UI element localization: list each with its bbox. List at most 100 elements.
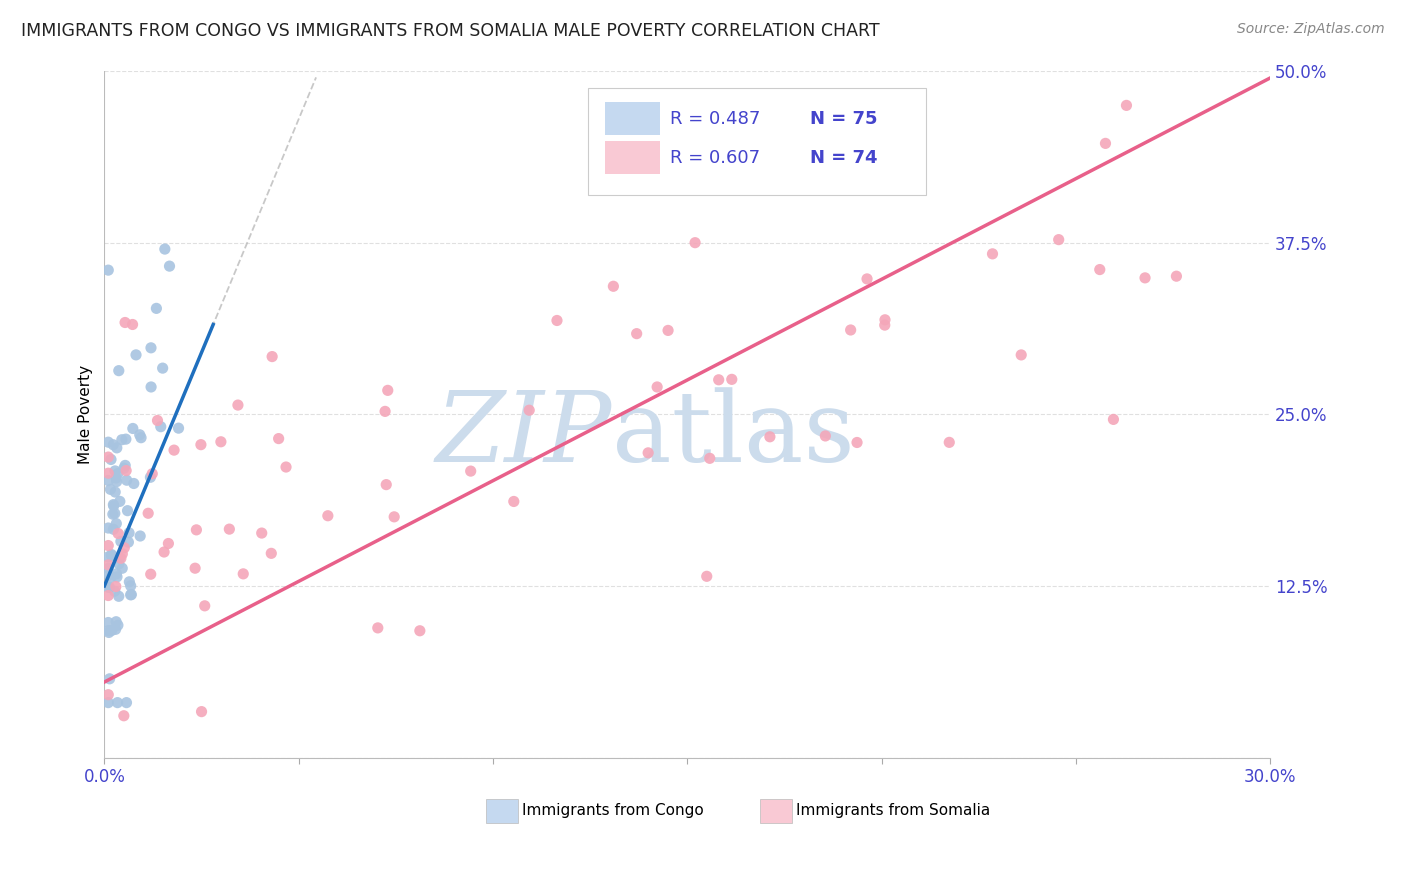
Point: [107, 467, 129, 481]
Text: R = 0.607: R = 0.607: [669, 149, 761, 167]
FancyBboxPatch shape: [605, 141, 661, 174]
Point: [657, 323, 679, 337]
Point: [139, 341, 162, 355]
Point: [112, 461, 135, 475]
Point: [103, 499, 125, 513]
Point: [374, 404, 396, 418]
Point: [262, 350, 284, 364]
Point: [97, 615, 120, 630]
Point: [100, 452, 122, 467]
Point: [367, 621, 389, 635]
Point: [107, 526, 129, 541]
Point: [97, 580, 120, 594]
Point: [209, 434, 232, 449]
Point: [108, 551, 131, 566]
FancyBboxPatch shape: [485, 798, 519, 823]
Point: [1115, 98, 1137, 112]
FancyBboxPatch shape: [759, 798, 792, 823]
Point: [108, 557, 131, 571]
Point: [100, 571, 122, 585]
Point: [759, 430, 782, 444]
Point: [103, 522, 125, 536]
Point: [107, 618, 129, 632]
Text: IMMIGRANTS FROM CONGO VS IMMIGRANTS FROM SOMALIA MALE POVERTY CORRELATION CHART: IMMIGRANTS FROM CONGO VS IMMIGRANTS FROM…: [21, 22, 880, 40]
Point: [110, 534, 132, 549]
Point: [121, 421, 143, 435]
Point: [696, 569, 718, 583]
Text: Immigrants from Somalia: Immigrants from Somalia: [796, 803, 990, 818]
Point: [316, 508, 339, 523]
Point: [152, 361, 174, 376]
Text: N = 74: N = 74: [810, 149, 877, 167]
Point: [194, 599, 217, 613]
Point: [699, 451, 721, 466]
Point: [645, 380, 668, 394]
Y-axis label: Male Poverty: Male Poverty: [79, 365, 93, 464]
Point: [274, 460, 297, 475]
Point: [460, 464, 482, 478]
Point: [98, 568, 121, 582]
Point: [125, 348, 148, 362]
Point: [100, 483, 122, 497]
Point: [105, 441, 128, 455]
Point: [190, 705, 212, 719]
Point: [184, 561, 207, 575]
Text: N = 75: N = 75: [810, 110, 877, 128]
Point: [720, 372, 742, 386]
Point: [107, 364, 129, 378]
Point: [115, 464, 138, 478]
Point: [104, 507, 127, 521]
Point: [117, 535, 139, 549]
Point: [377, 384, 399, 398]
Point: [115, 432, 138, 446]
Point: [139, 567, 162, 582]
Point: [115, 473, 138, 487]
Point: [375, 477, 398, 491]
Point: [637, 446, 659, 460]
Point: [250, 526, 273, 541]
Point: [153, 242, 176, 256]
Point: [111, 547, 134, 561]
Point: [105, 615, 128, 629]
Point: [114, 316, 136, 330]
Point: [1102, 412, 1125, 426]
Point: [105, 566, 128, 581]
Point: [117, 503, 139, 517]
Point: [97, 467, 120, 481]
Text: Immigrants from Congo: Immigrants from Congo: [522, 803, 703, 818]
Point: [149, 419, 172, 434]
Point: [111, 433, 134, 447]
Point: [409, 624, 432, 638]
Point: [105, 516, 128, 531]
FancyBboxPatch shape: [605, 102, 661, 135]
Point: [873, 318, 896, 332]
Point: [232, 566, 254, 581]
Point: [112, 708, 135, 723]
Point: [104, 485, 127, 500]
Point: [98, 672, 121, 686]
Point: [120, 588, 142, 602]
FancyBboxPatch shape: [588, 88, 927, 194]
Point: [100, 624, 122, 638]
Point: [97, 558, 120, 572]
Point: [382, 509, 405, 524]
Point: [115, 696, 138, 710]
Point: [1094, 136, 1116, 151]
Point: [145, 301, 167, 316]
Point: [105, 570, 128, 584]
Point: [101, 507, 124, 521]
Point: [103, 438, 125, 452]
Point: [97, 539, 120, 553]
Point: [97, 450, 120, 464]
Point: [118, 574, 141, 589]
Point: [105, 471, 128, 485]
Point: [100, 549, 122, 563]
Point: [104, 584, 127, 599]
Point: [110, 551, 132, 566]
Point: [104, 580, 127, 594]
Point: [981, 247, 1004, 261]
Point: [814, 429, 837, 443]
Point: [267, 432, 290, 446]
Point: [104, 623, 127, 637]
Point: [100, 548, 122, 562]
